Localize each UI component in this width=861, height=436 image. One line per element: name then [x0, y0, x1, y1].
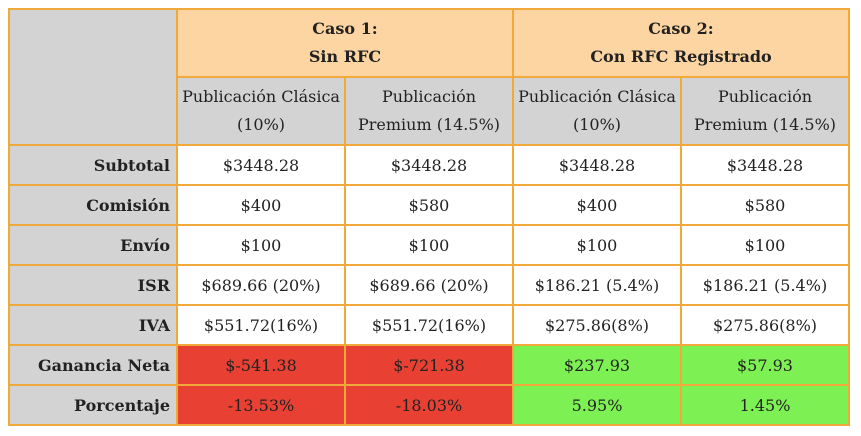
table-cell: $3448.28	[512, 144, 682, 186]
table-cell: $275.86(8%)	[512, 304, 682, 346]
table-cell: $3448.28	[176, 144, 346, 186]
table-cell: $100	[680, 224, 850, 266]
case-2-header: Caso 2: Con RFC Registrado	[512, 8, 850, 78]
table-row-isr: ISR $689.66 (20%) $689.66 (20%) $186.21 …	[8, 264, 850, 306]
table-cell-negative: -18.03%	[344, 384, 514, 426]
row-label: ISR	[8, 264, 178, 306]
case-header-row: Caso 1: Sin RFC Caso 2: Con RFC Registra…	[8, 8, 850, 146]
table-cell: $3448.28	[344, 144, 514, 186]
table-cell: $689.66 (20%)	[344, 264, 514, 306]
case-1-title: Caso 1:	[312, 19, 378, 38]
table-cell: $580	[344, 184, 514, 226]
table-cell: $580	[680, 184, 850, 226]
table-cell: $551.72(16%)	[344, 304, 514, 346]
table-row-ganancia-neta: Ganancia Neta $-541.38 $-721.38 $237.93 …	[8, 344, 850, 386]
column-header: Publicación Premium (14.5%)	[680, 76, 850, 146]
table-row-subtotal: Subtotal $3448.28 $3448.28 $3448.28 $344…	[8, 144, 850, 186]
column-header: Publicación Premium (14.5%)	[344, 76, 514, 146]
row-label: Porcentaje	[8, 384, 178, 426]
table-cell-positive: 5.95%	[512, 384, 682, 426]
row-label: IVA	[8, 304, 178, 346]
table-cell: $400	[512, 184, 682, 226]
case-2-subtitle: Con RFC Registrado	[590, 47, 772, 66]
table-row-envio: Envío $100 $100 $100 $100	[8, 224, 850, 266]
row-label: Envío	[8, 224, 178, 266]
case-1-subtitle: Sin RFC	[308, 47, 382, 66]
table-cell-positive: $57.93	[680, 344, 850, 386]
table-row-comision: Comisión $400 $580 $400 $580	[8, 184, 850, 226]
comparison-table-container: Caso 1: Sin RFC Caso 2: Con RFC Registra…	[8, 8, 850, 426]
table-cell: $186.21 (5.4%)	[680, 264, 850, 306]
table-cell-positive: $237.93	[512, 344, 682, 386]
row-label: Subtotal	[8, 144, 178, 186]
column-header-rate: (10%)	[236, 115, 286, 134]
table-cell: $400	[176, 184, 346, 226]
corner-cell	[8, 8, 178, 146]
column-header-name: Publicación	[381, 87, 477, 106]
table-cell: $100	[344, 224, 514, 266]
column-header: Publicación Clásica (10%)	[176, 76, 346, 146]
case-2-title: Caso 2:	[648, 19, 714, 38]
column-header-name: Publicación Clásica	[182, 87, 340, 106]
column-header: Publicación Clásica (10%)	[512, 76, 682, 146]
table-cell: $3448.28	[680, 144, 850, 186]
table-cell: $689.66 (20%)	[176, 264, 346, 306]
column-header-name: Publicación Clásica	[518, 87, 676, 106]
table-cell-negative: $-541.38	[176, 344, 346, 386]
table-cell: $275.86(8%)	[680, 304, 850, 346]
table-cell-positive: 1.45%	[680, 384, 850, 426]
table-cell-negative: -13.53%	[176, 384, 346, 426]
table-row-porcentaje: Porcentaje -13.53% -18.03% 5.95% 1.45%	[8, 384, 850, 426]
table-cell: $100	[512, 224, 682, 266]
column-header-row: Publicación Clásica (10%) Publicación Pr…	[9, 76, 850, 146]
table-cell: $551.72(16%)	[176, 304, 346, 346]
column-header-rate: Premium (14.5%)	[357, 115, 501, 134]
column-header-name: Publicación	[717, 87, 813, 106]
table-cell: $100	[176, 224, 346, 266]
row-label: Comisión	[8, 184, 178, 226]
row-label: Ganancia Neta	[8, 344, 178, 386]
table-row-iva: IVA $551.72(16%) $551.72(16%) $275.86(8%…	[8, 304, 850, 346]
column-header-rate: (10%)	[572, 115, 622, 134]
table-cell: $186.21 (5.4%)	[512, 264, 682, 306]
case-1-header: Caso 1: Sin RFC	[176, 8, 514, 78]
comparison-table: Caso 1: Sin RFC Caso 2: Con RFC Registra…	[8, 8, 850, 426]
column-header-rate: Premium (14.5%)	[693, 115, 837, 134]
table-cell-negative: $-721.38	[344, 344, 514, 386]
